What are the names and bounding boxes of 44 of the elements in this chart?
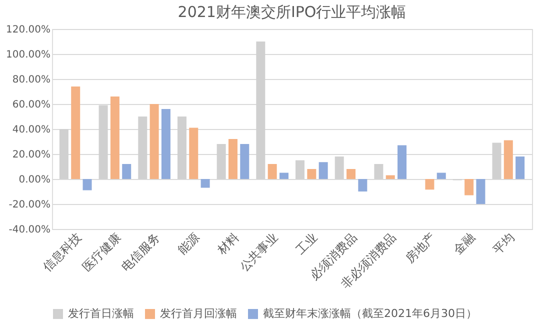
- y-tick-label: 80.00%: [12, 74, 50, 86]
- chart-title: 2021财年澳交所IPO行业平均涨幅: [178, 3, 406, 21]
- bar: [358, 179, 368, 192]
- bar: [346, 169, 356, 179]
- bar: [110, 96, 120, 179]
- y-tick-label: 0.00%: [18, 174, 50, 186]
- bar: [516, 156, 525, 179]
- bar: [436, 172, 446, 179]
- y-tick-label: 60.00%: [12, 100, 50, 110]
- y-tick-label: 20.00%: [12, 150, 50, 160]
- bar: [504, 140, 513, 179]
- legend-label: 发行首日涨幅: [68, 307, 134, 320]
- bar: [279, 172, 288, 179]
- y-tick-label: -40.00%: [8, 224, 50, 236]
- y-tick-label: 120.00%: [6, 24, 50, 36]
- x-tick-label: 电信服务: [118, 230, 163, 274]
- x-tick-label: 平均: [490, 230, 517, 257]
- bar: [200, 179, 210, 188]
- y-tick-label: -20.00%: [8, 200, 50, 210]
- bar: [464, 179, 474, 196]
- bar: [386, 175, 395, 179]
- x-tick-label: 工业: [293, 230, 320, 257]
- bar: [318, 162, 328, 179]
- y-tick-label: 100.00%: [6, 50, 50, 60]
- x-tick-label: 能源: [175, 230, 202, 257]
- bar: [240, 144, 250, 179]
- x-tick-label: 金融: [450, 230, 478, 257]
- y-tick-label: 40.00%: [12, 124, 50, 136]
- bar: [82, 179, 92, 190]
- bar: [398, 145, 407, 179]
- x-tick-label: 房地产: [402, 230, 438, 266]
- bar: [476, 179, 486, 204]
- bar: [161, 109, 170, 179]
- bar: [307, 169, 316, 179]
- bar: [228, 139, 238, 179]
- bar: [122, 164, 132, 179]
- bar: [189, 128, 198, 179]
- bar: [425, 179, 434, 190]
- bar: [268, 164, 277, 179]
- legend-label: 发行首月回涨幅: [160, 307, 237, 320]
- bar: [150, 104, 159, 179]
- bar: [71, 86, 80, 179]
- legend-label: 截至财年末涨涨幅（截至2021年6月30日）: [263, 307, 477, 320]
- x-tick-label: 材料: [214, 230, 242, 258]
